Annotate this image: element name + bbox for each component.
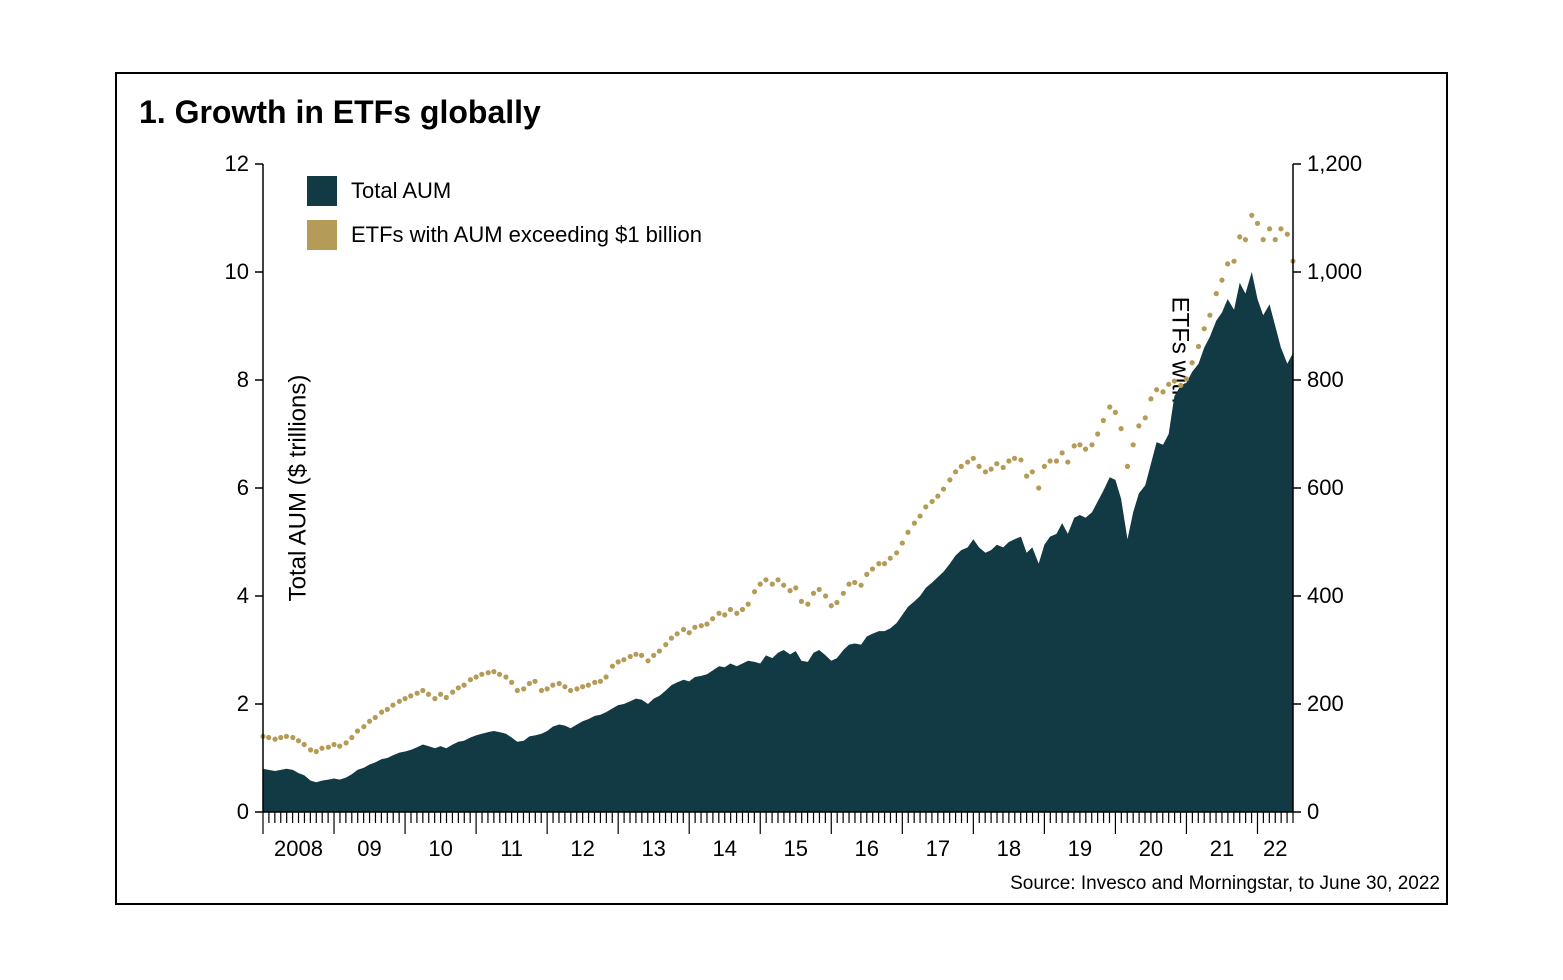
svg-text:200: 200 — [1307, 691, 1344, 716]
legend: Total AUM ETFs with AUM exceeding $1 bil… — [307, 176, 702, 264]
svg-text:1,200: 1,200 — [1307, 154, 1362, 176]
svg-text:2: 2 — [237, 691, 249, 716]
svg-text:13: 13 — [641, 836, 665, 861]
svg-text:0: 0 — [237, 799, 249, 824]
svg-text:6: 6 — [237, 475, 249, 500]
chart-title: 1. Growth in ETFs globally — [139, 94, 541, 131]
svg-text:400: 400 — [1307, 583, 1344, 608]
svg-text:12: 12 — [225, 154, 249, 176]
legend-swatch-dotted — [307, 220, 337, 250]
svg-text:600: 600 — [1307, 475, 1344, 500]
svg-text:22: 22 — [1263, 836, 1287, 861]
svg-text:11: 11 — [500, 836, 523, 861]
chart-frame: 1. Growth in ETFs globally Total AUM ($ … — [115, 72, 1448, 905]
svg-text:10: 10 — [428, 836, 452, 861]
svg-text:16: 16 — [855, 836, 879, 861]
svg-text:20: 20 — [1139, 836, 1163, 861]
svg-text:15: 15 — [784, 836, 808, 861]
svg-text:21: 21 — [1210, 836, 1234, 861]
source-text: Source: Invesco and Morningstar, to June… — [1010, 873, 1440, 895]
legend-swatch-area — [307, 176, 337, 206]
svg-text:8: 8 — [237, 367, 249, 392]
legend-item: Total AUM — [307, 176, 702, 206]
svg-text:19: 19 — [1068, 836, 1092, 861]
svg-text:10: 10 — [225, 259, 249, 284]
svg-text:14: 14 — [712, 836, 736, 861]
svg-text:17: 17 — [926, 836, 950, 861]
svg-text:12: 12 — [570, 836, 594, 861]
svg-text:18: 18 — [997, 836, 1021, 861]
svg-text:09: 09 — [357, 836, 381, 861]
svg-text:2008: 2008 — [274, 836, 323, 861]
svg-text:0: 0 — [1307, 799, 1319, 824]
legend-label: Total AUM — [351, 178, 451, 204]
svg-text:4: 4 — [237, 583, 249, 608]
legend-label: ETFs with AUM exceeding $1 billion — [351, 222, 702, 248]
legend-item: ETFs with AUM exceeding $1 billion — [307, 220, 702, 250]
svg-text:800: 800 — [1307, 367, 1344, 392]
svg-text:1,000: 1,000 — [1307, 259, 1362, 284]
